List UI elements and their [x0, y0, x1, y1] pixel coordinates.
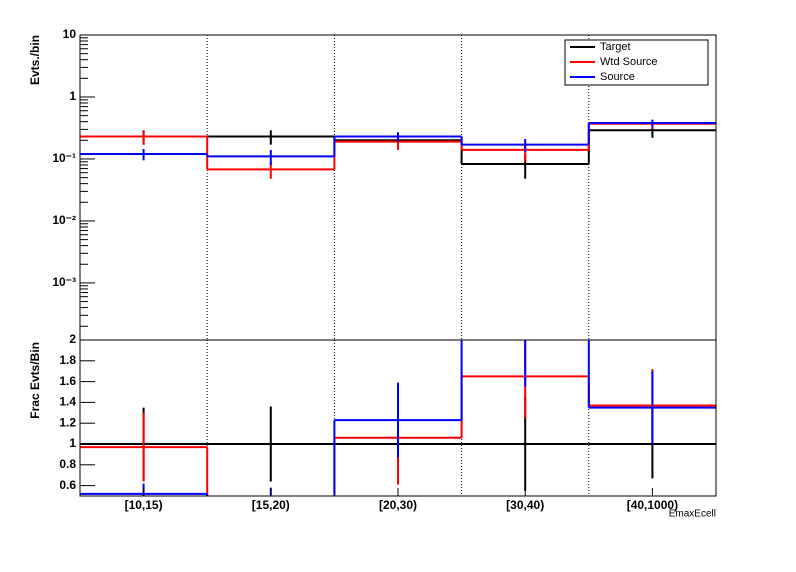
y-tick-label: 1.6 — [59, 374, 76, 388]
y-tick-label: 0.6 — [59, 478, 76, 492]
bottom-frame — [79, 339, 717, 497]
y-tick-label: 10⁻¹ — [52, 151, 76, 165]
legend-label: Source — [600, 71, 635, 83]
y-tick-label: 1.4 — [59, 395, 76, 409]
legend-label: Wtd Source — [600, 56, 657, 68]
x-tick-label: [20,30) — [379, 498, 417, 512]
x-tick-label: [30,40) — [506, 498, 544, 512]
y-tick-label: 1 — [69, 89, 76, 103]
y-tick-label: 10 — [63, 27, 77, 41]
bottom-pad-plot — [80, 340, 716, 496]
y-tick-label: 10⁻² — [52, 213, 76, 227]
top-pad-plot — [80, 35, 716, 340]
y-tick-label: 1 — [69, 436, 76, 450]
y-tick-label: 10⁻³ — [52, 275, 76, 289]
y-tick-label: 2 — [69, 332, 76, 346]
legend-label: Target — [600, 41, 631, 53]
y-tick-label: 0.8 — [59, 457, 76, 471]
axes: 10⁻³ 10⁻² 10⁻¹ 1 10 0.6 0.8 1 1.2 1.4 1.6 1.8 2 [10,1… — [52, 27, 678, 512]
y-axis-title: Evts./bin — [28, 35, 42, 85]
y-axis-title: Frac Evts/Bin — [28, 342, 42, 419]
y-tick-label: 1.2 — [59, 415, 76, 429]
x-tick-label: [40,1000) — [627, 498, 678, 512]
x-axis-title: EmaxEcell — [669, 509, 716, 520]
x-tick-label: [15,20) — [252, 498, 290, 512]
x-tick-label: [10,15) — [125, 498, 163, 512]
y-tick-label: 1.8 — [59, 353, 76, 367]
legend: Target Wtd Source Source — [564, 39, 709, 86]
